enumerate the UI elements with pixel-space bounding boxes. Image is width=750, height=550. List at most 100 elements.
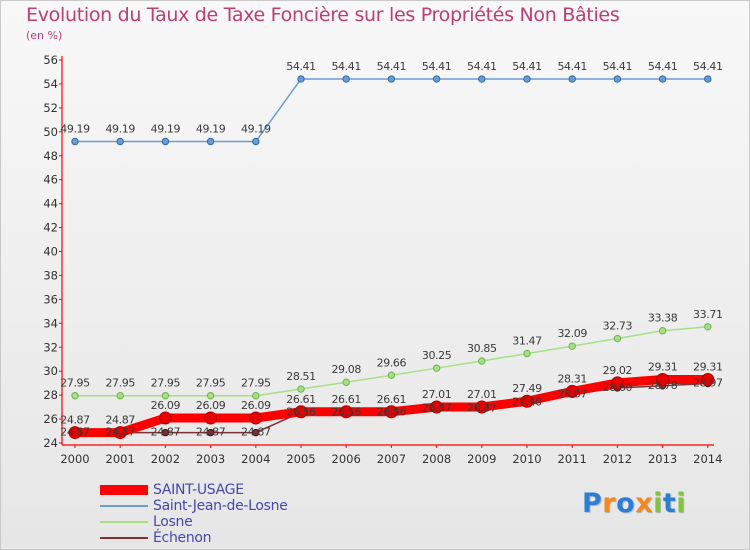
data-label-saint-jean-de-losne: 54.41 (648, 60, 678, 73)
data-label-saint-jean-de-losne: 54.41 (377, 60, 407, 73)
data-label-echenon: 24.87 (60, 426, 90, 439)
data-point-losne (161, 392, 170, 400)
data-point-losne (432, 364, 441, 372)
data-label-saint-jean-de-losne: 49.19 (196, 123, 226, 136)
data-label-echenon: 26.87 (422, 402, 452, 415)
data-label-echenon: 24.87 (151, 426, 181, 439)
legend-label: Losne (153, 514, 193, 530)
x-tick-label: 2004 (241, 452, 270, 466)
x-tick-label: 2012 (603, 452, 632, 466)
y-tick-label: 42 (43, 221, 58, 235)
data-point-echenon (206, 428, 215, 437)
y-tick-label: 30 (43, 364, 58, 378)
data-point-losne (658, 327, 667, 335)
data-point-saint-usage (701, 372, 715, 386)
data-point-losne (704, 323, 712, 331)
data-point-saint-usage (158, 411, 172, 425)
data-point-saint-usage (475, 400, 489, 414)
data-point-losne (252, 392, 260, 400)
data-label-saint-usage: 26.61 (377, 393, 407, 406)
legend-label: Échenon (153, 530, 212, 546)
y-unit-label: (en %) (26, 29, 63, 42)
data-point-echenon (161, 428, 170, 437)
data-label-echenon: 28.97 (693, 377, 723, 390)
data-label-saint-usage: 24.87 (60, 414, 90, 427)
data-point-saint-jean-de-losne (568, 75, 576, 83)
legend-label: SAINT-USAGE (153, 482, 244, 498)
data-label-losne: 27.95 (151, 377, 181, 390)
y-tick-label: 28 (43, 388, 58, 402)
x-tick-label: 2000 (60, 452, 89, 466)
y-tick-label: 24 (43, 436, 58, 450)
data-point-saint-jean-de-losne (432, 75, 441, 83)
y-tick-label: 38 (43, 268, 58, 282)
y-tick-label: 34 (43, 316, 58, 330)
data-point-saint-jean-de-losne (658, 75, 667, 83)
y-tick-label: 54 (43, 77, 58, 91)
data-label-echenon: 28.07 (557, 387, 587, 400)
data-label-saint-jean-de-losne: 54.41 (286, 60, 316, 73)
data-label-saint-jean-de-losne: 54.41 (557, 60, 587, 73)
data-label-saint-usage: 27.01 (467, 388, 497, 401)
data-point-losne (71, 392, 79, 400)
data-point-saint-usage (656, 372, 670, 386)
legend-swatch-echenon (100, 537, 148, 539)
chart-title: Evolution du Taux de Taxe Foncière sur l… (26, 4, 620, 26)
data-label-saint-usage: 24.87 (105, 414, 135, 427)
data-label-saint-jean-de-losne: 54.41 (331, 60, 361, 73)
x-tick-label: 2013 (648, 452, 677, 466)
data-point-saint-jean-de-losne (613, 75, 622, 83)
data-point-saint-usage (384, 405, 398, 419)
data-point-losne (613, 334, 622, 343)
data-point-saint-usage (520, 394, 534, 408)
data-point-saint-jean-de-losne (161, 137, 170, 146)
data-label-losne: 29.66 (377, 356, 407, 369)
data-label-echenon: 28.60 (603, 381, 633, 394)
data-point-saint-usage (430, 400, 444, 414)
logo-letter: o (616, 488, 636, 519)
line-chart: 24 26 28 30 32 34 36 38 40 42 44 46 48 50 52 54 56 2000 20… (43, 53, 723, 466)
data-label-losne: 32.73 (603, 320, 633, 333)
legend-label: Saint-Jean-de-Losne (153, 498, 288, 514)
data-label-saint-jean-de-losne: 49.19 (60, 123, 90, 136)
data-label-losne: 33.71 (693, 308, 723, 321)
x-tick-label: 2008 (422, 452, 451, 466)
y-tick-label: 46 (43, 173, 58, 187)
data-label-saint-usage: 28.31 (557, 372, 587, 385)
data-point-losne (523, 349, 531, 358)
x-tick-label: 2001 (106, 452, 135, 466)
data-point-saint-usage (610, 376, 624, 390)
data-point-echenon (252, 428, 260, 437)
data-label-saint-usage: 26.09 (241, 399, 271, 412)
data-label-echenon: 24.87 (241, 426, 271, 439)
data-label-saint-jean-de-losne: 54.41 (422, 60, 452, 73)
data-label-echenon: 24.87 (196, 426, 226, 439)
data-point-saint-jean-de-losne (206, 137, 215, 146)
y-tick-label: 36 (43, 292, 58, 306)
data-point-saint-jean-de-losne (116, 137, 124, 146)
data-label-losne: 29.08 (331, 363, 361, 376)
data-label-saint-usage: 29.31 (693, 360, 723, 373)
x-tick-label: 2006 (332, 452, 361, 466)
data-label-losne: 27.95 (196, 377, 226, 390)
data-point-losne (116, 392, 124, 400)
data-label-echenon: 26.56 (377, 405, 407, 418)
data-point-losne (297, 385, 305, 393)
proxiti-logo: Proxiti (582, 488, 686, 519)
x-tick-label: 2011 (558, 452, 587, 466)
data-point-saint-jean-de-losne (342, 75, 350, 83)
data-label-saint-usage: 29.02 (603, 364, 633, 377)
data-label-losne: 33.38 (648, 312, 678, 325)
legend-swatch-saint-jean-de-losne (100, 505, 148, 507)
data-label-losne: 32.09 (557, 327, 587, 340)
data-label-saint-usage: 27.49 (512, 382, 542, 395)
data-label-saint-jean-de-losne: 54.41 (467, 60, 497, 73)
data-label-echenon: 26.56 (331, 405, 361, 418)
data-point-losne (568, 342, 576, 350)
data-point-saint-jean-de-losne (704, 75, 712, 83)
data-point-saint-jean-de-losne (71, 137, 79, 146)
data-label-saint-jean-de-losne: 54.41 (512, 60, 542, 73)
data-label-echenon: 26.87 (467, 402, 497, 415)
data-label-losne: 31.47 (512, 335, 542, 348)
